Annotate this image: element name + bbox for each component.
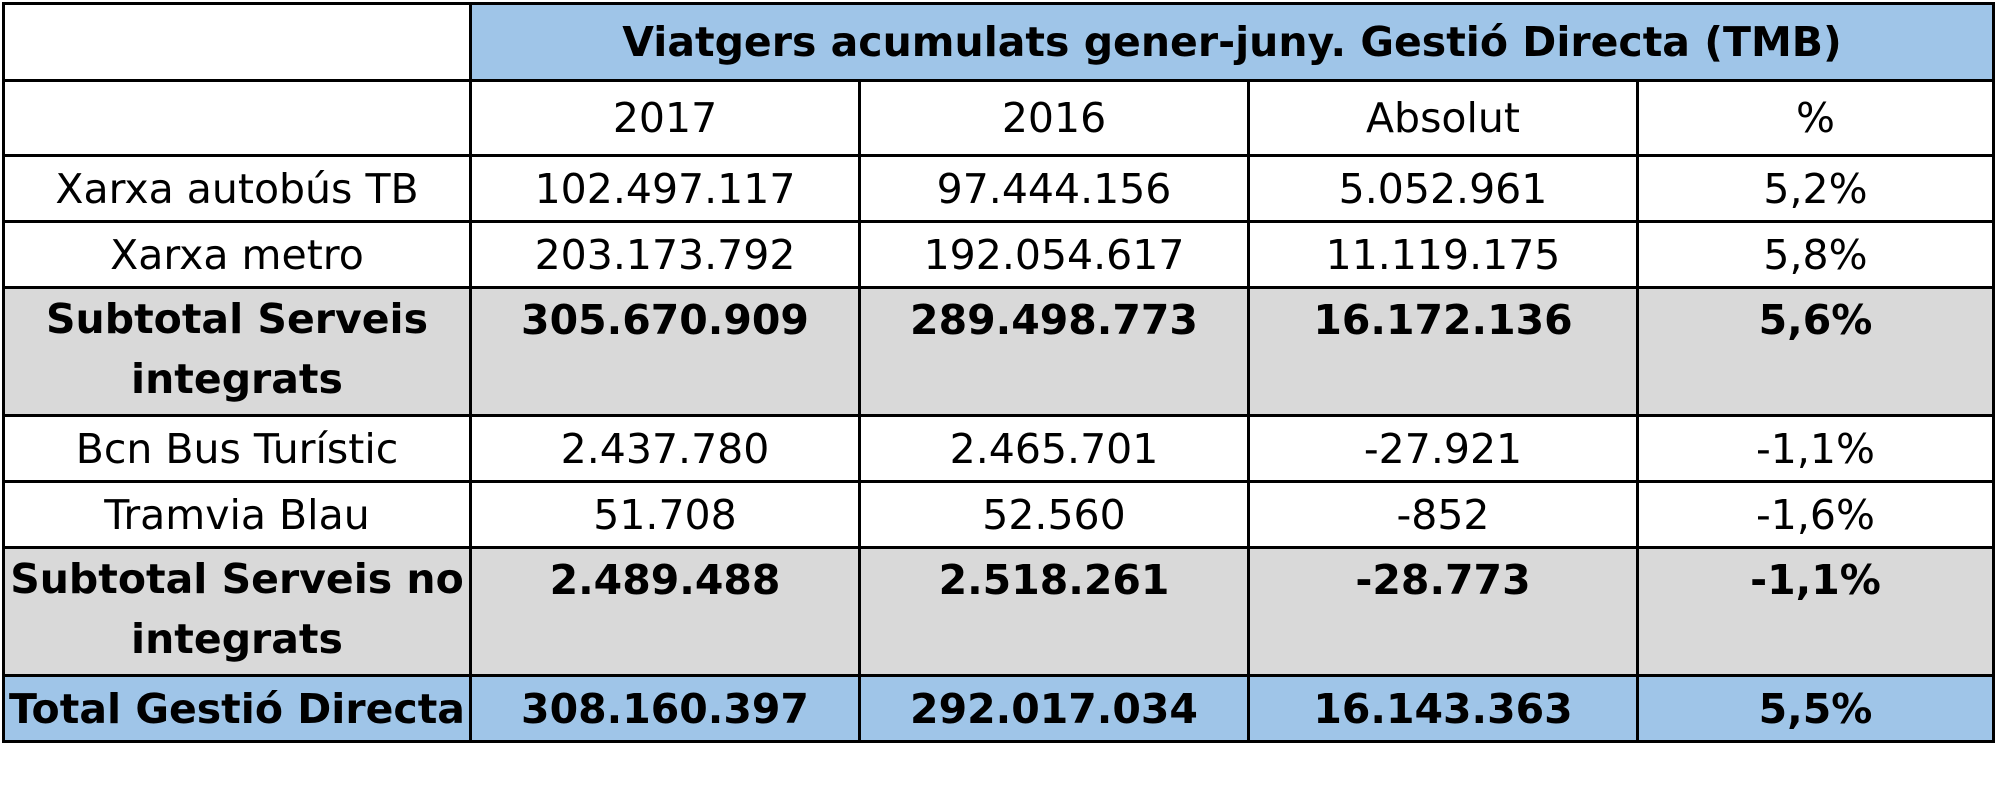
cell-2016: 97.444.156 <box>858 154 1250 223</box>
cell-2017: 305.670.909 <box>469 286 861 417</box>
column-header-row: 2017 2016 Absolut % <box>2 79 1995 157</box>
corner-cell-lower <box>2 79 472 157</box>
table-row: Bcn Bus Turístic 2.437.780 2.465.701 -27… <box>2 414 1995 483</box>
row-label: Subtotal Serveis no integrats <box>2 546 472 677</box>
cell-2017: 2.489.488 <box>469 546 861 677</box>
cell-2017: 308.160.397 <box>469 674 861 743</box>
cell-percent: -1,1% <box>1636 414 1995 483</box>
row-label: Subtotal Serveis integrats <box>2 286 472 417</box>
cell-2016: 192.054.617 <box>858 220 1250 289</box>
cell-2017: 203.173.792 <box>469 220 861 289</box>
cell-percent: 5,2% <box>1636 154 1995 223</box>
column-header-percent: % <box>1636 79 1995 157</box>
cell-2017: 2.437.780 <box>469 414 861 483</box>
row-label: Bcn Bus Turístic <box>2 414 472 483</box>
cell-absolut: -852 <box>1247 480 1639 549</box>
column-header-2017: 2017 <box>469 79 861 157</box>
row-label: Xarxa metro <box>2 220 472 289</box>
passengers-table: Viatgers acumulats gener-juny. Gestió Di… <box>2 2 1995 743</box>
cell-absolut: 11.119.175 <box>1247 220 1639 289</box>
cell-absolut: 16.172.136 <box>1247 286 1639 417</box>
row-label: Total Gestió Directa <box>2 674 472 743</box>
cell-2017: 102.497.117 <box>469 154 861 223</box>
cell-percent: 5,6% <box>1636 286 1995 417</box>
cell-absolut: -27.921 <box>1247 414 1639 483</box>
cell-percent: -1,6% <box>1636 480 1995 549</box>
cell-percent: 5,5% <box>1636 674 1995 743</box>
row-label: Tramvia Blau <box>2 480 472 549</box>
cell-percent: -1,1% <box>1636 546 1995 677</box>
cell-percent: 5,8% <box>1636 220 1995 289</box>
table-row: Xarxa metro 203.173.792 192.054.617 11.1… <box>2 220 1995 289</box>
cell-2016: 2.518.261 <box>858 546 1250 677</box>
cell-2016: 52.560 <box>858 480 1250 549</box>
cell-absolut: -28.773 <box>1247 546 1639 677</box>
cell-2016: 292.017.034 <box>858 674 1250 743</box>
cell-2016: 289.498.773 <box>858 286 1250 417</box>
subtotal-row: Subtotal Serveis integrats 305.670.909 2… <box>2 286 1995 417</box>
cell-2016: 2.465.701 <box>858 414 1250 483</box>
cell-absolut: 16.143.363 <box>1247 674 1639 743</box>
cell-absolut: 5.052.961 <box>1247 154 1639 223</box>
column-header-absolut: Absolut <box>1247 79 1639 157</box>
table-title: Viatgers acumulats gener-juny. Gestió Di… <box>469 2 1995 82</box>
table-row: Tramvia Blau 51.708 52.560 -852 -1,6% <box>2 480 1995 549</box>
total-row: Total Gestió Directa 308.160.397 292.017… <box>2 674 1995 743</box>
subtotal-row: Subtotal Serveis no integrats 2.489.488 … <box>2 546 1995 677</box>
row-label: Xarxa autobús TB <box>2 154 472 223</box>
corner-cell <box>2 2 472 82</box>
table-title-row: Viatgers acumulats gener-juny. Gestió Di… <box>2 2 1995 82</box>
column-header-2016: 2016 <box>858 79 1250 157</box>
table-row: Xarxa autobús TB 102.497.117 97.444.156 … <box>2 154 1995 223</box>
cell-2017: 51.708 <box>469 480 861 549</box>
